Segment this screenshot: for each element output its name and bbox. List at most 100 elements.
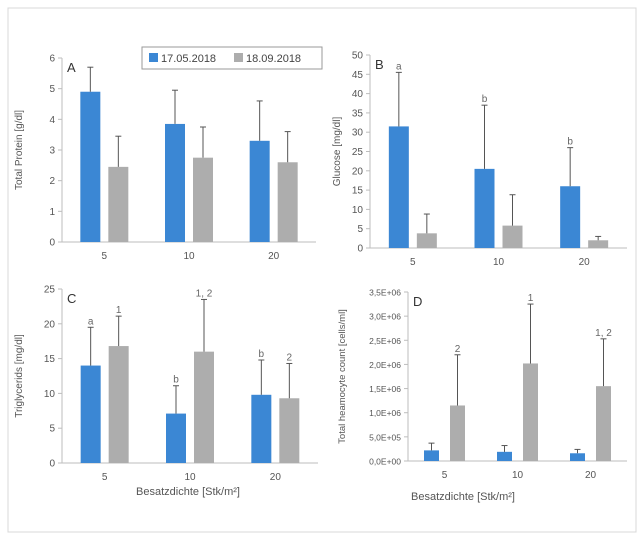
- bar-series-b: [596, 386, 611, 461]
- y-tick-label: 10: [352, 205, 364, 216]
- significance-label: b: [567, 137, 573, 148]
- bar-series-a: [249, 140, 270, 242]
- y-tick-label: 0: [357, 244, 363, 255]
- bar-series-a: [474, 168, 495, 248]
- y-tick-label: 35: [352, 108, 364, 119]
- y-tick-label: 40: [352, 89, 364, 100]
- x-tick-label: 10: [493, 257, 505, 268]
- y-tick-label: 2,0E+06: [369, 360, 401, 370]
- bar-series-b: [279, 398, 300, 463]
- x-tick-label: 20: [585, 470, 597, 481]
- bar-series-a: [497, 451, 512, 461]
- bar-series-a: [388, 126, 409, 248]
- x-tick-label: 5: [442, 470, 448, 481]
- bar-series-b: [194, 351, 214, 463]
- significance-label: 1, 2: [196, 288, 213, 299]
- y-axis-title: Triglycerids [mg/dl]: [14, 334, 25, 418]
- bar-series-a: [80, 91, 101, 242]
- bar-series-a: [80, 365, 101, 463]
- legend-label-series-b: 18.09.2018: [246, 53, 301, 65]
- significance-label: 2: [455, 344, 461, 355]
- y-tick-label: 2: [49, 176, 55, 187]
- y-tick-label: 25: [44, 285, 56, 296]
- y-tick-label: 1,0E+06: [369, 408, 401, 418]
- y-tick-label: 5: [357, 224, 363, 235]
- bar-series-a: [560, 186, 581, 248]
- x-axis-label-panel-d: Besatzdichte [Stk/m²]: [411, 491, 515, 503]
- y-tick-label: 3,5E+06: [369, 288, 401, 298]
- x-tick-label: 10: [512, 470, 524, 481]
- y-tick-label: 5: [49, 84, 55, 95]
- y-tick-label: 15: [44, 354, 56, 365]
- x-tick-label: 5: [102, 472, 108, 483]
- x-tick-label: 10: [183, 251, 195, 262]
- chart-panel-d: 0,0E+00 5,0E+05 1,0E+06 1,5E+06 2,0E+06 2,5E+…: [337, 288, 627, 481]
- bar-series-a: [165, 123, 185, 242]
- y-tick-label: 0,0E+00: [369, 457, 401, 467]
- bar-series-a: [251, 394, 272, 463]
- significance-label: b: [482, 94, 488, 105]
- panel-letter: B: [375, 57, 384, 72]
- legend-box: [141, 46, 323, 70]
- x-tick-label: 5: [410, 257, 416, 268]
- significance-label: a: [88, 316, 94, 327]
- y-tick-label: 5,0E+05: [369, 432, 401, 442]
- y-tick-label: 30: [352, 128, 364, 139]
- y-tick-label: 1: [49, 207, 55, 218]
- significance-label: 2: [287, 352, 293, 363]
- y-tick-label: 2,5E+06: [369, 336, 401, 346]
- figure-border: [7, 7, 637, 533]
- bar-series-b: [588, 240, 609, 248]
- y-tick-label: 20: [352, 166, 364, 177]
- significance-label: b: [173, 375, 179, 386]
- y-tick-label: 20: [44, 319, 56, 330]
- bar-series-a: [424, 450, 439, 461]
- legend: 17.05.2018 18.09.2018: [141, 46, 323, 70]
- y-axis-title: Glucose [mg/dl]: [332, 117, 343, 187]
- y-tick-label: 6: [49, 54, 55, 65]
- significance-label: 1, 2: [595, 328, 612, 339]
- significance-label: a: [396, 61, 402, 72]
- bar-series-b: [108, 166, 129, 242]
- bar-series-b: [502, 225, 523, 248]
- panel-letter: D: [413, 294, 422, 309]
- y-tick-label: 50: [352, 51, 364, 62]
- bar-series-b: [277, 162, 298, 242]
- y-tick-label: 0: [49, 459, 55, 470]
- y-tick-label: 45: [352, 70, 364, 81]
- bar-series-b: [523, 363, 538, 461]
- x-tick-label: 20: [270, 472, 282, 483]
- panel-letter: A: [67, 60, 76, 75]
- legend-swatch-series-b: [234, 53, 243, 62]
- panel-letter: C: [67, 291, 76, 306]
- bar-series-b: [108, 346, 129, 463]
- bar-series-a: [570, 453, 585, 461]
- chart-panel-a: 0 1 2 3 4 5 6 Total Protein [g/dl] A 5 10 20: [14, 54, 316, 262]
- significance-label: 1: [528, 293, 534, 304]
- x-tick-label: 20: [579, 257, 591, 268]
- legend-swatch-series-a: [149, 53, 158, 62]
- y-tick-label: 1,5E+06: [369, 384, 401, 394]
- y-tick-label: 3,0E+06: [369, 312, 401, 322]
- y-tick-label: 0: [49, 238, 55, 249]
- y-tick-label: 10: [44, 389, 56, 400]
- chart-panel-b: 0 5 10 15 20 25 30 35 40 45 50 Glucose [mg/dl] B 5 a 10…: [332, 51, 627, 268]
- x-axis-label-panel-c: Besatzdichte [Stk/m²]: [136, 486, 240, 498]
- bar-series-b: [450, 405, 465, 461]
- bar-series-a: [166, 413, 186, 463]
- x-tick-label: 5: [102, 251, 108, 262]
- bar-series-b: [416, 233, 437, 248]
- significance-label: b: [259, 349, 265, 360]
- y-axis-title: Total heamocyte count [cells/ml]: [337, 309, 348, 444]
- x-tick-label: 10: [184, 472, 196, 483]
- x-tick-label: 20: [268, 251, 280, 262]
- y-tick-label: 3: [49, 146, 55, 157]
- legend-label-series-a: 17.05.2018: [161, 53, 216, 65]
- bar-series-b: [193, 157, 213, 242]
- y-tick-label: 15: [352, 186, 364, 197]
- y-tick-label: 4: [49, 115, 55, 126]
- y-tick-label: 5: [49, 424, 55, 435]
